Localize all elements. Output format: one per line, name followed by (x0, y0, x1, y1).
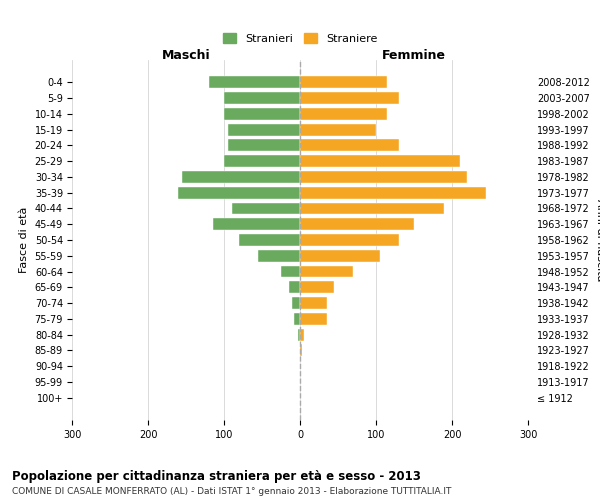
Bar (212, 218, 300, 230)
Text: Maschi: Maschi (161, 49, 211, 62)
Text: Femmine: Femmine (382, 49, 446, 62)
Bar (300, 266, 353, 278)
Bar (224, 155, 300, 167)
Bar (298, 328, 300, 340)
Bar (239, 234, 300, 246)
Bar (300, 250, 380, 262)
Bar (209, 76, 300, 88)
Bar (182, 171, 300, 183)
Bar (300, 297, 326, 309)
Bar (300, 140, 399, 151)
Bar (300, 187, 486, 198)
Bar (300, 108, 388, 120)
Bar (300, 92, 399, 104)
Bar (300, 282, 334, 293)
Bar (228, 124, 300, 136)
Bar (300, 76, 388, 88)
Bar (300, 171, 467, 183)
Bar (300, 344, 302, 356)
Bar (300, 328, 304, 340)
Bar (258, 250, 300, 262)
Bar (300, 234, 399, 246)
Bar (228, 140, 300, 151)
Legend: Stranieri, Straniere: Stranieri, Straniere (219, 30, 381, 47)
Bar (300, 218, 414, 230)
Bar (224, 92, 300, 104)
Bar (300, 202, 445, 214)
Bar (294, 313, 300, 325)
Text: Popolazione per cittadinanza straniera per età e sesso - 2013: Popolazione per cittadinanza straniera p… (12, 470, 421, 483)
Bar (300, 313, 326, 325)
Bar (300, 155, 460, 167)
Bar (178, 187, 300, 198)
Bar (224, 108, 300, 120)
Bar (292, 297, 300, 309)
Bar (281, 266, 300, 278)
Bar (232, 202, 300, 214)
Bar (289, 282, 300, 293)
Y-axis label: Fasce di età: Fasce di età (19, 207, 29, 273)
Y-axis label: Anni di nascita: Anni di nascita (595, 198, 600, 281)
Bar (300, 124, 376, 136)
Text: COMUNE DI CASALE MONFERRATO (AL) - Dati ISTAT 1° gennaio 2013 - Elaborazione TUT: COMUNE DI CASALE MONFERRATO (AL) - Dati … (12, 488, 451, 496)
